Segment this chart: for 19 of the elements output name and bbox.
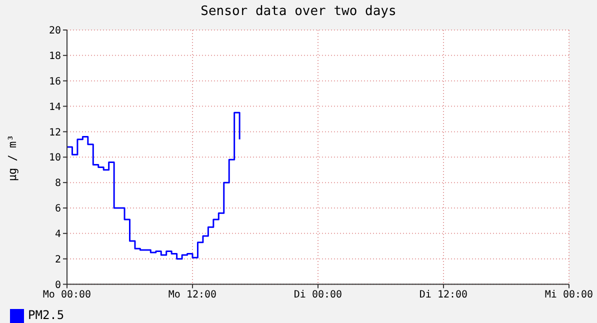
x-tick-label: Mo 12:00 xyxy=(168,289,217,300)
y-tick-label: 8 xyxy=(54,178,61,190)
y-tick-label: 20 xyxy=(48,26,61,37)
y-axis-title: µg / m³ xyxy=(6,134,19,182)
y-tick-label: 6 xyxy=(54,204,61,215)
y-tick-label: 10 xyxy=(48,152,61,164)
x-tick-label: Di 12:00 xyxy=(419,289,468,300)
y-tick-label: 14 xyxy=(48,102,61,113)
legend-label: PM2.5 xyxy=(28,308,64,322)
x-tick-label: Di 00:00 xyxy=(294,289,342,300)
x-tick-label: Mo 00:00 xyxy=(42,289,92,300)
y-tick-label: 12 xyxy=(48,127,61,138)
y-tick-label: 4 xyxy=(54,228,61,240)
y-tick-label: 2 xyxy=(54,254,61,266)
y-tick-label: 0 xyxy=(54,280,61,291)
y-tick-label: 18 xyxy=(48,50,61,62)
y-tick-label: 16 xyxy=(48,76,61,88)
chart-title: Sensor data over two days xyxy=(200,4,398,19)
x-tick-label: Mi 00:00 xyxy=(544,289,594,300)
